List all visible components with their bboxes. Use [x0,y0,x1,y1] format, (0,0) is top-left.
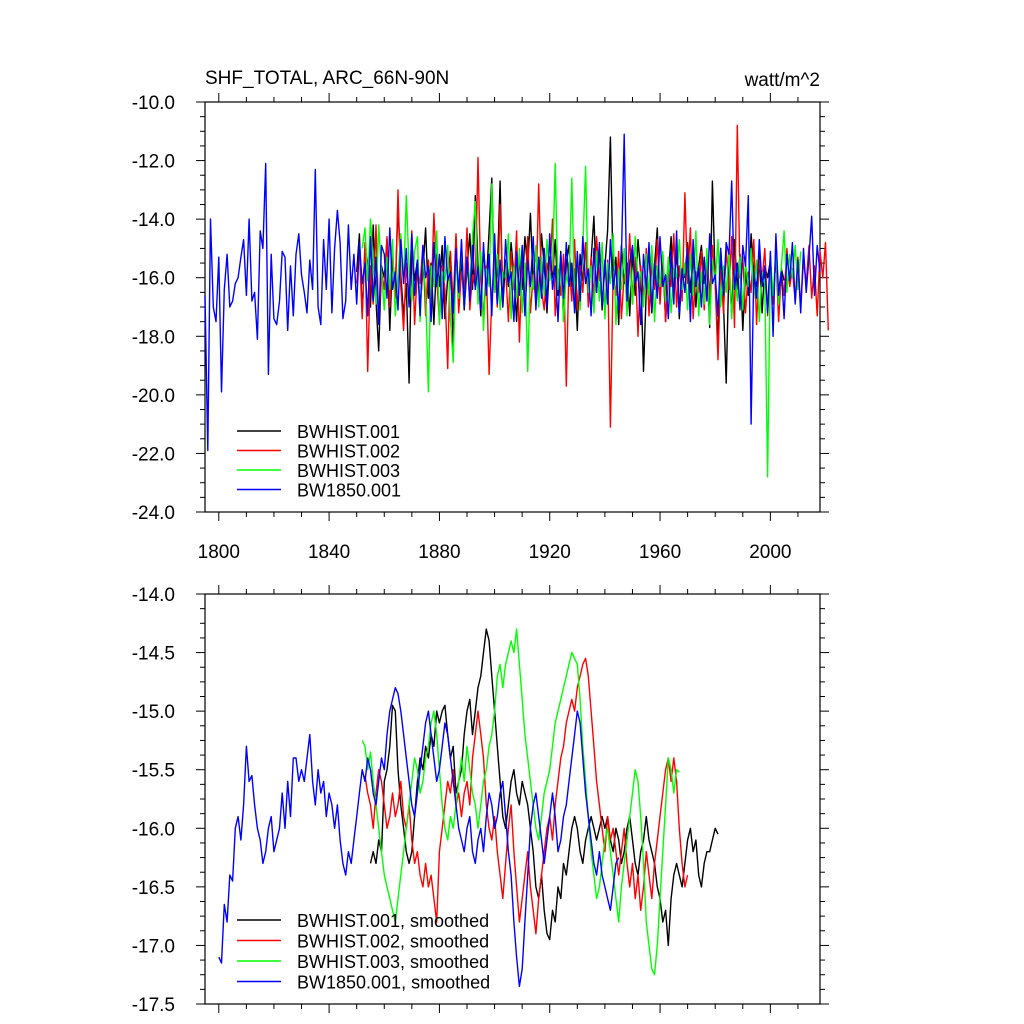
y-tick-label: -18.0 [132,327,175,348]
series-line-4 [218,687,620,988]
x-tick-label: 1920 [529,542,571,563]
bottom-panel: -14.0 -14.5 -15.0 -15.5 -16.0 -16.5 -17.0 -17.5… [132,585,829,1016]
series-line-3 [361,628,680,976]
y-tick-label: -12.0 [132,152,175,173]
top-panel: 1800 1840 1880 1920 1960 2000 -10.0 -12.0 -14.0 -… [132,93,829,563]
y-tick-label: -20.0 [132,386,175,407]
series-line-1 [356,136,785,384]
y-tick-label: -24.0 [132,503,175,524]
y-tick-label: -16.0 [132,269,175,290]
series-line-2 [364,657,689,935]
x-tick-label: 1800 [198,542,240,563]
series-line-1 [369,628,719,947]
x-tick-label: 1840 [308,542,350,563]
legend-label: BWHIST.003 [297,461,400,481]
y-tick-label: -17.5 [132,995,175,1016]
title-left: SHF_TOTAL, ARC_66N-90N [205,68,449,89]
x-tick-label: 2000 [749,542,791,563]
y-tick-label: -10.0 [132,93,175,114]
y-tick-label: -17.0 [132,936,175,957]
series-line-4 [204,133,821,452]
title-right: watt/m^2 [744,70,820,91]
legend-label: BWHIST.002 [297,442,400,462]
y-tick-label: -16.0 [132,819,175,840]
legend-label: BWHIST.001, smoothed [297,911,489,931]
y-tick-label: -22.0 [132,444,175,465]
legend-label: BW1850.001, smoothed [297,973,490,993]
y-tick-label: -15.0 [132,702,175,723]
y-tick-label: -14.5 [132,644,175,665]
y-tick-label: -14.0 [132,585,175,606]
legend-label: BW1850.001 [297,481,401,501]
y-tick-label: -14.0 [132,210,175,231]
x-tick-label: 1960 [639,542,681,563]
legend-label: BWHIST.002, smoothed [297,932,489,952]
legend-label: BWHIST.001 [297,422,400,442]
legend-label: BWHIST.003, smoothed [297,952,489,972]
y-tick-label: -15.5 [132,761,175,782]
y-tick-label: -16.5 [132,878,175,899]
x-tick-label: 1880 [418,542,460,563]
